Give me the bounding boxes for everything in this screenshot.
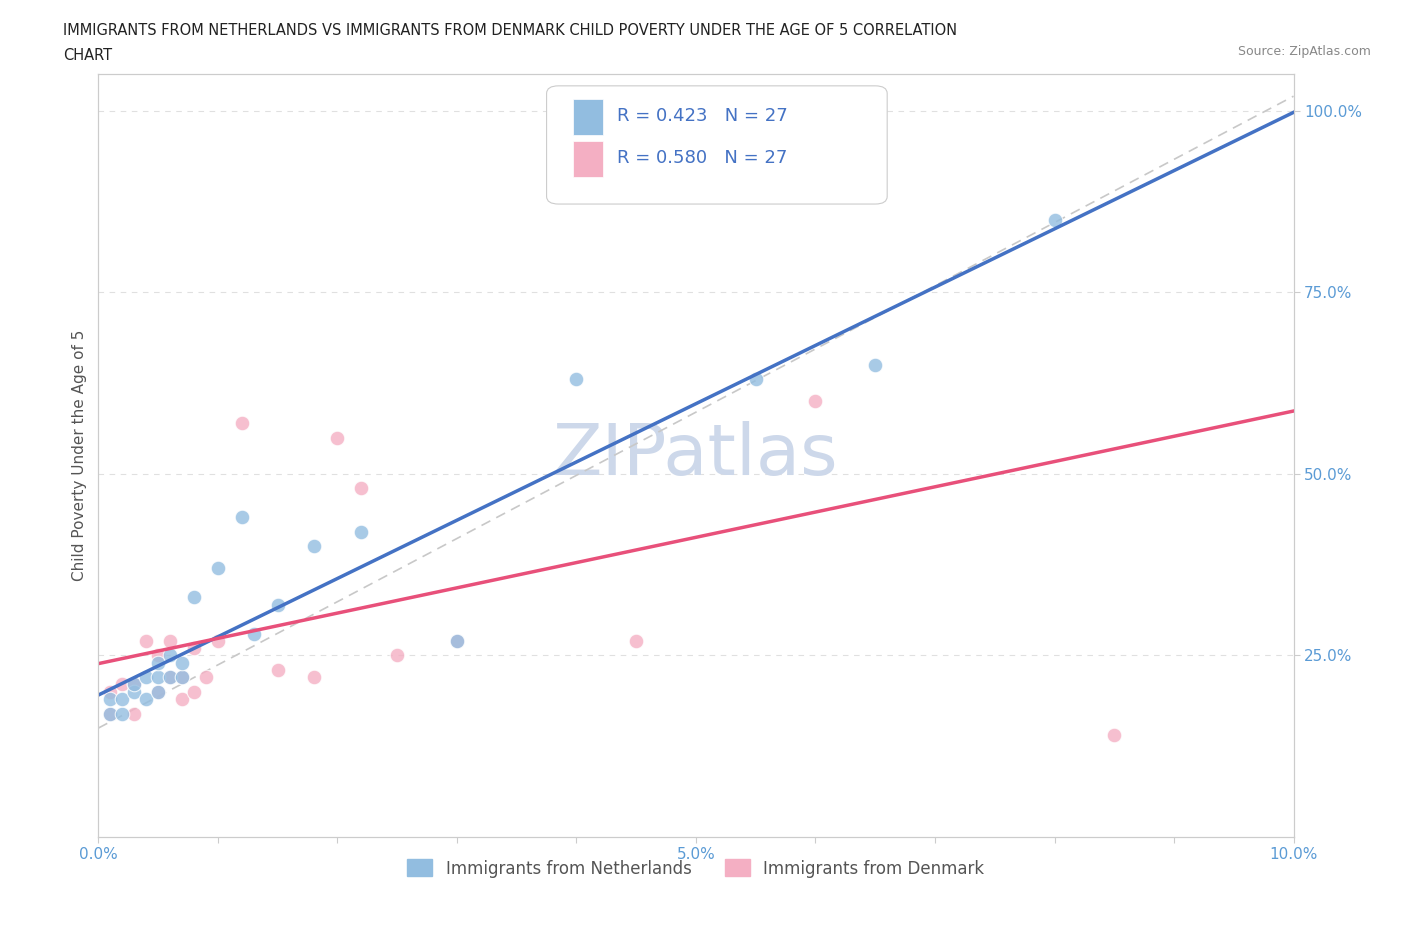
- Point: [148, 684, 170, 699]
- Point: [350, 481, 373, 496]
- FancyBboxPatch shape: [572, 140, 603, 178]
- Point: [302, 539, 325, 554]
- Text: R = 0.423   N = 27: R = 0.423 N = 27: [617, 107, 787, 126]
- Point: [124, 706, 146, 721]
- FancyBboxPatch shape: [572, 99, 603, 136]
- Point: [159, 648, 181, 663]
- Point: [172, 670, 194, 684]
- Point: [231, 416, 253, 431]
- Point: [148, 670, 170, 684]
- Point: [111, 692, 134, 707]
- Point: [1043, 212, 1066, 227]
- Point: [124, 677, 146, 692]
- Point: [172, 692, 194, 707]
- FancyBboxPatch shape: [547, 86, 887, 204]
- Text: CHART: CHART: [63, 48, 112, 63]
- Point: [135, 692, 157, 707]
- Legend: Immigrants from Netherlands, Immigrants from Denmark: Immigrants from Netherlands, Immigrants …: [399, 851, 993, 886]
- Point: [183, 590, 205, 604]
- Point: [446, 633, 468, 648]
- Point: [1104, 728, 1126, 743]
- Point: [135, 633, 157, 648]
- Text: R = 0.580   N = 27: R = 0.580 N = 27: [617, 150, 787, 167]
- Point: [148, 648, 170, 663]
- Point: [98, 706, 122, 721]
- Point: [350, 525, 373, 539]
- Text: Source: ZipAtlas.com: Source: ZipAtlas.com: [1237, 45, 1371, 58]
- Point: [267, 662, 290, 677]
- Point: [124, 677, 146, 692]
- Point: [195, 670, 218, 684]
- Point: [98, 684, 122, 699]
- Point: [267, 597, 290, 612]
- Point: [446, 633, 468, 648]
- Point: [231, 510, 253, 525]
- Point: [326, 430, 349, 445]
- Point: [124, 684, 146, 699]
- Point: [804, 393, 827, 408]
- Point: [98, 706, 122, 721]
- Point: [148, 684, 170, 699]
- Point: [148, 656, 170, 671]
- Point: [745, 372, 768, 387]
- Point: [685, 132, 707, 147]
- Text: IMMIGRANTS FROM NETHERLANDS VS IMMIGRANTS FROM DENMARK CHILD POVERTY UNDER THE A: IMMIGRANTS FROM NETHERLANDS VS IMMIGRANT…: [63, 23, 957, 38]
- Point: [626, 633, 648, 648]
- Point: [302, 670, 325, 684]
- Point: [565, 372, 588, 387]
- Point: [111, 706, 134, 721]
- Point: [135, 670, 157, 684]
- Point: [865, 357, 887, 372]
- Y-axis label: Child Poverty Under the Age of 5: Child Poverty Under the Age of 5: [72, 330, 87, 581]
- Point: [159, 633, 181, 648]
- Point: [183, 641, 205, 656]
- Point: [385, 648, 409, 663]
- Point: [207, 561, 229, 576]
- Text: ZIPatlas: ZIPatlas: [553, 421, 839, 490]
- Point: [159, 670, 181, 684]
- Point: [172, 670, 194, 684]
- Point: [172, 656, 194, 671]
- Point: [159, 670, 181, 684]
- Point: [207, 633, 229, 648]
- Point: [183, 684, 205, 699]
- Point: [243, 626, 266, 641]
- Point: [111, 677, 134, 692]
- Point: [98, 692, 122, 707]
